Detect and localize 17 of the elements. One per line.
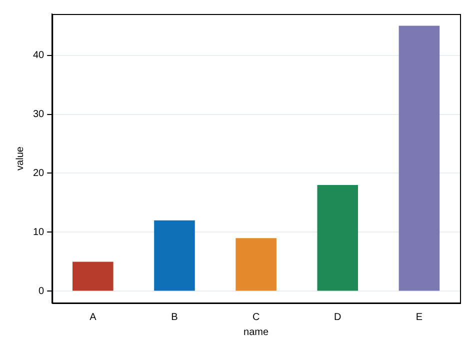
y-tick-label: 10 [33,226,45,238]
y-tick-label: 30 [33,109,45,120]
x-tick-label: B [171,312,178,323]
y-tick-label: 0 [38,286,45,297]
y-tick-label: 40 [33,50,45,62]
x-tick-label: D [334,312,342,323]
bar [236,238,276,291]
bar [398,26,440,291]
x-tick-label: A [90,312,97,323]
y-axis-title: value [14,146,26,170]
bar [72,262,114,291]
x-axis-title: name [244,326,270,338]
bar [154,220,195,291]
y-tick-label: 20 [33,168,45,179]
bar [317,185,358,291]
x-tick-label: C [252,312,260,323]
x-tick-label: E [416,312,423,323]
